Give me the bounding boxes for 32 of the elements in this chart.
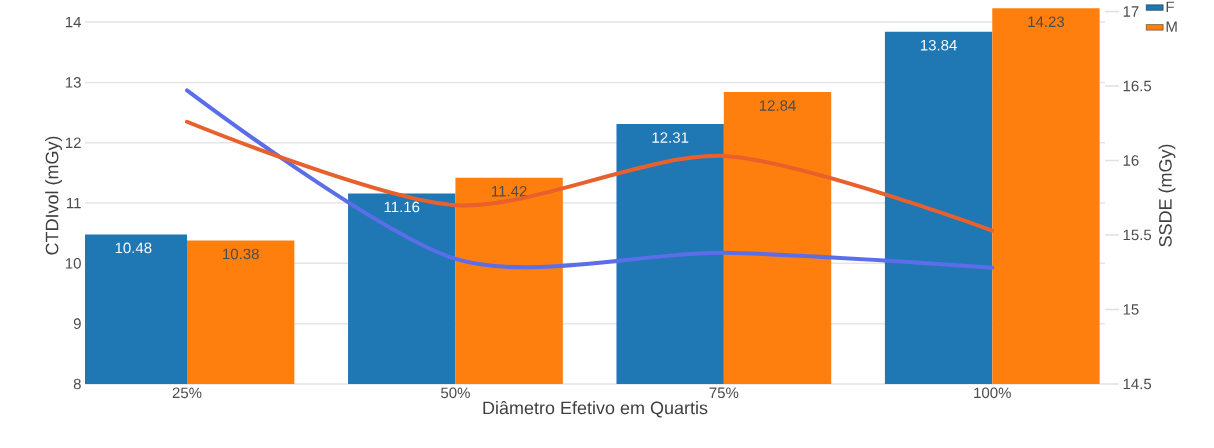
y-tick-label: 11 bbox=[67, 197, 81, 209]
legend-label: F bbox=[1166, 1, 1174, 12]
y2-tick-label: 16 bbox=[1123, 155, 1139, 166]
y2-tick-label: 17 bbox=[1123, 6, 1139, 17]
data-label: 12.31 bbox=[652, 132, 689, 143]
data-label: 14.23 bbox=[1028, 16, 1065, 28]
x-tick-label: 25% bbox=[172, 387, 202, 399]
y-tick-label: 13 bbox=[65, 77, 81, 88]
y-tick-label: 12 bbox=[65, 137, 81, 148]
data-label: 11.42 bbox=[492, 185, 527, 197]
x-tick-label: 50% bbox=[441, 387, 470, 399]
x-tick-label: 75% bbox=[709, 387, 739, 399]
y-tick-label: 9 bbox=[73, 318, 81, 329]
y2-tick-label: 15 bbox=[1123, 304, 1139, 315]
data-label: 10.38 bbox=[223, 248, 259, 260]
y2-tick-label: 14.5 bbox=[1123, 378, 1152, 390]
y-tick-label: 14 bbox=[65, 16, 82, 28]
y2-tick-label: 15.5 bbox=[1123, 229, 1152, 241]
y-tick-label: 8 bbox=[73, 378, 81, 390]
y2-tick-label: 16.5 bbox=[1123, 80, 1152, 92]
line-series bbox=[185, 88, 995, 270]
data-label: 10.48 bbox=[115, 242, 152, 254]
legend-label: M bbox=[1166, 21, 1177, 32]
y-tick-label: 10 bbox=[65, 258, 81, 269]
data-label: 13.84 bbox=[920, 39, 957, 51]
y2-axis-title: SSDE (mGy) bbox=[1158, 144, 1176, 247]
x-tick-label: 100% bbox=[974, 387, 1011, 399]
x-axis-title: Diâmetro Efetivo em Quartis bbox=[483, 400, 708, 418]
y-axis-title: CTDIvol (mGy) bbox=[45, 136, 62, 255]
line-series bbox=[185, 119, 995, 233]
data-label: 11.16 bbox=[384, 201, 420, 213]
data-label: 12.84 bbox=[759, 100, 796, 111]
